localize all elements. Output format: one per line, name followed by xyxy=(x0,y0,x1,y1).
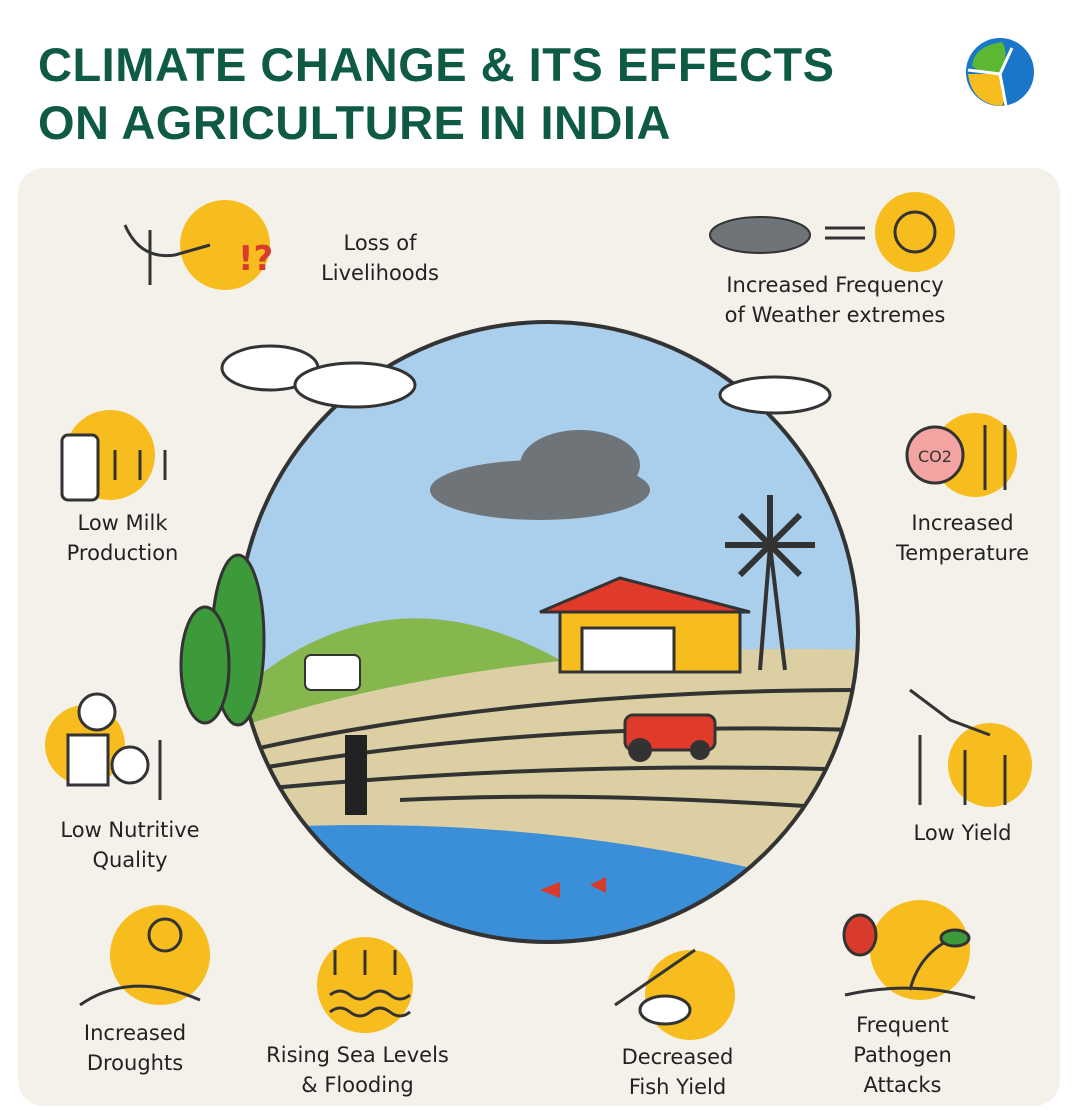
effect-increased-droughts: Increased Droughts xyxy=(60,1018,210,1078)
icon-backgrounds xyxy=(45,192,1032,1040)
label-line: Rising Sea Levels xyxy=(266,1043,449,1067)
milk-bottle-down-icon xyxy=(60,433,167,502)
label-line: Low Nutritive xyxy=(60,818,200,842)
effect-low-yield: Low Yield xyxy=(885,818,1040,848)
label-line: Loss of xyxy=(343,231,417,255)
label-line: Increased xyxy=(911,511,1014,535)
cloud-sun-exchange-icon xyxy=(709,210,937,254)
label-line: Temperature xyxy=(895,541,1030,565)
label-line: Production xyxy=(66,541,179,565)
effect-low-milk-production: Low Milk Production xyxy=(40,508,205,568)
label-line: Droughts xyxy=(86,1051,184,1075)
label-line: Decreased xyxy=(621,1045,734,1069)
effect-rising-sea-levels: Rising Sea Levels & Flooding xyxy=(240,1040,475,1100)
farm-scene xyxy=(238,322,858,942)
label-line: Livelihoods xyxy=(321,261,439,285)
sun-cracked-earth-icon xyxy=(79,917,201,1007)
effect-loss-of-livelihoods: Loss of Livelihoods xyxy=(300,228,460,288)
brand-logo xyxy=(966,38,1034,107)
svg-text:!?: !? xyxy=(238,239,273,279)
co2-up-icon: CO2 xyxy=(905,425,1007,490)
label-line: Quality xyxy=(92,848,168,872)
effect-frequent-pathogen-attacks: Frequent Pathogen Attacks xyxy=(825,1010,980,1100)
effect-decreased-fish-yield: Decreased Fish Yield xyxy=(595,1042,760,1102)
effect-increased-temperature: Increased Temperature xyxy=(870,508,1055,568)
label-line: Attacks xyxy=(863,1073,942,1097)
label-line: Pathogen xyxy=(853,1043,952,1067)
label-line: Increased xyxy=(83,1021,187,1045)
label-line: Increased Frequency xyxy=(726,273,944,297)
title-line-1: CLIMATE CHANGE & ITS EFFECTS xyxy=(38,38,835,91)
bug-plant-icon xyxy=(842,913,976,1000)
person-nutrition-down-icon xyxy=(66,692,162,800)
label-line: of Weather extremes xyxy=(724,303,946,327)
page-title: CLIMATE CHANGE & ITS EFFECTS ON AGRICULT… xyxy=(38,36,834,152)
label-line: Frequent xyxy=(856,1013,949,1037)
svg-text:CO2: CO2 xyxy=(918,447,952,466)
crop-hand-question-icon: !? xyxy=(123,224,273,285)
effect-weather-extremes: Increased Frequency of Weather extremes xyxy=(690,270,980,330)
label-line: Fish Yield xyxy=(628,1075,727,1099)
label-line: Low Yield xyxy=(913,821,1012,845)
fish-down-icon xyxy=(614,948,696,1026)
label-line: Low Milk xyxy=(77,511,168,535)
label-line: & Flooding xyxy=(301,1073,414,1097)
wheat-down-icon xyxy=(909,688,1007,805)
waves-up-icon xyxy=(329,950,411,1018)
title-line-2: ON AGRICULTURE IN INDIA xyxy=(38,96,671,149)
effect-low-nutritive-quality: Low Nutritive Quality xyxy=(30,815,230,875)
